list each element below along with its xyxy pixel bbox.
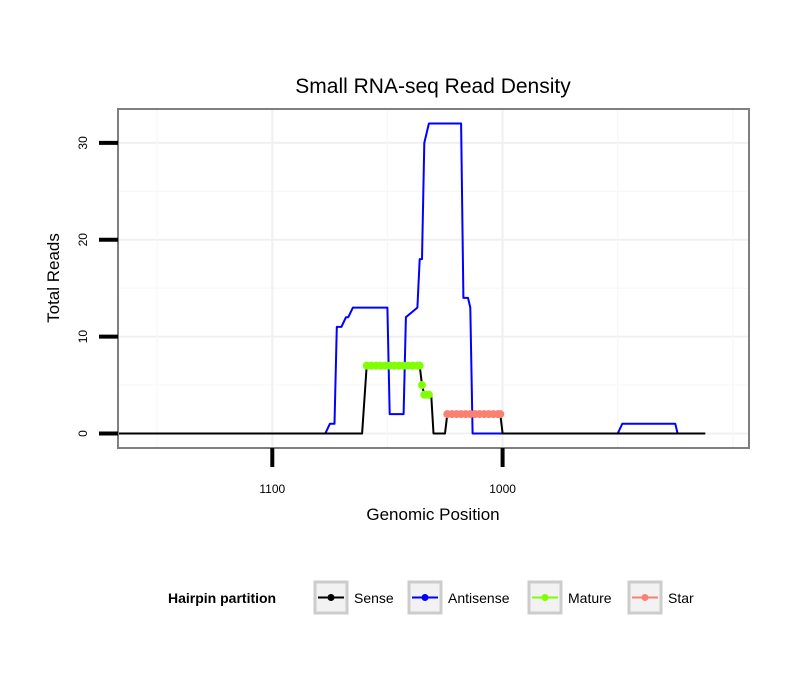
legend-label-mature: Mature (568, 590, 612, 606)
chart-title: Small RNA-seq Read Density (295, 75, 571, 98)
legend-key-point-star (641, 594, 649, 601)
legend-label-antisense: Antisense (448, 590, 510, 606)
legend-title: Hairpin partition (168, 590, 276, 606)
y-axis-title: Total Reads (44, 233, 63, 323)
y-tick-label: 10 (76, 330, 90, 344)
legend: Hairpin partition Sense Antisense Mature St… (168, 580, 694, 615)
data-series (118, 122, 706, 435)
x-axis: 1100 1000 (259, 448, 516, 496)
x-axis-title: Genomic Position (366, 505, 499, 524)
x-tick-label: 1100 (259, 482, 285, 496)
data-point-mature (415, 361, 424, 370)
series-line-sense (118, 364, 706, 435)
y-tick-label: 0 (76, 430, 90, 437)
y-axis: 0 10 20 30 (76, 136, 118, 437)
plot-panel-border (117, 108, 750, 449)
legend-key-point-mature (541, 594, 549, 601)
y-tick-label: 20 (76, 233, 90, 247)
grid-lines (118, 109, 749, 448)
series-line-antisense (324, 122, 706, 435)
y-tick-label: 30 (76, 136, 90, 150)
legend-label-sense: Sense (354, 590, 394, 606)
legend-label-star: Star (668, 590, 694, 606)
x-tick-label: 1000 (489, 482, 516, 496)
legend-entries: Sense Antisense Mature Star (313, 580, 694, 615)
data-point-star (496, 410, 505, 419)
legend-key-point-antisense (421, 594, 429, 601)
data-point-mature (417, 381, 426, 390)
data-point-mature (424, 390, 433, 399)
legend-key-point-sense (327, 594, 335, 601)
